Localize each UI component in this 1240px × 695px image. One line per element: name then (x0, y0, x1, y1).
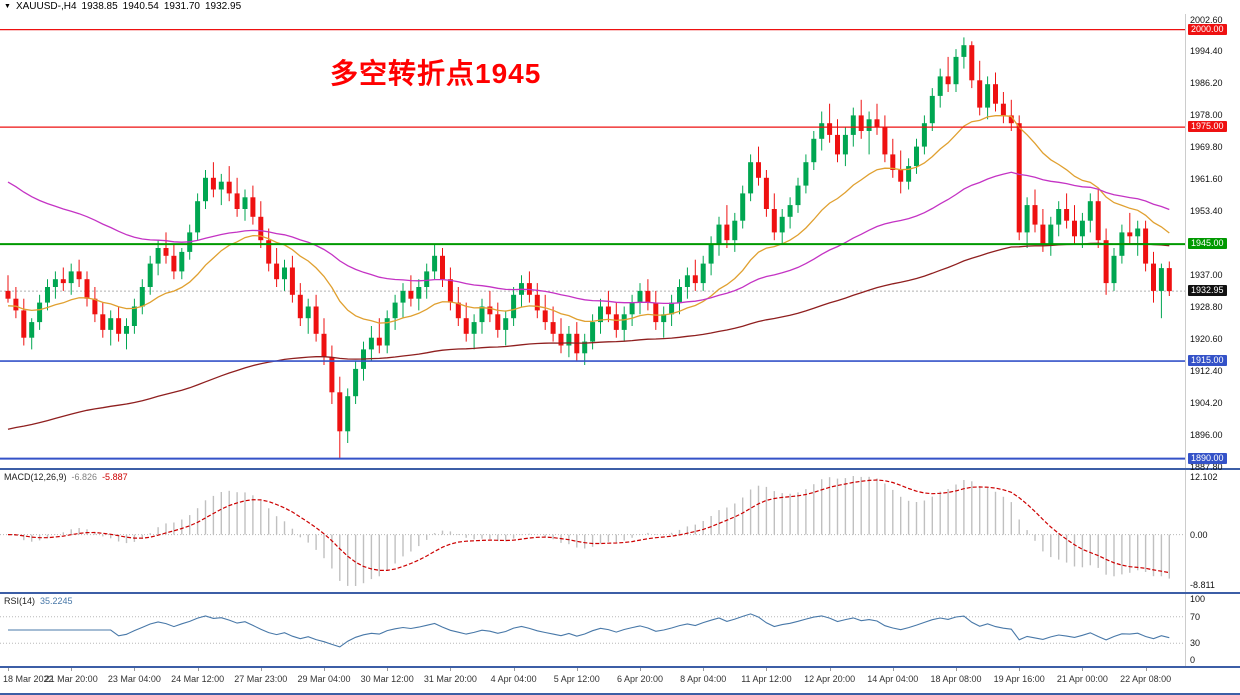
rsi-axis-label: 70 (1190, 611, 1201, 622)
price-axis-label: 1937.00 (1190, 270, 1223, 281)
time-axis-tick (8, 668, 9, 671)
time-axis-tick (1019, 668, 1021, 671)
price-axis-label: 1969.80 (1190, 142, 1223, 153)
macd-axis-label: 12.102 (1190, 472, 1218, 482)
window-border (0, 693, 1240, 695)
macd-panel[interactable]: MACD(12,26,9) -6.826 -5.887 12.102 0.00 -8.8… (0, 470, 1240, 592)
collapse-icon[interactable]: ▼ (4, 3, 11, 10)
time-axis-label: 11 Apr 12:00 (741, 674, 792, 684)
time-axis-tick (134, 668, 136, 671)
time-axis-label: 21 Mar 20:00 (44, 674, 98, 684)
price-line-label: 1890.00 (1188, 452, 1227, 464)
time-axis-tick (576, 668, 578, 671)
price-axis-label: 1904.20 (1190, 398, 1223, 409)
time-axis-label: 29 Mar 04:00 (297, 674, 351, 684)
time-axis-tick (829, 668, 831, 671)
rsi-axis: 100 70 30 0 (1186, 594, 1240, 666)
time-axis-tick (1082, 668, 1084, 671)
macd-value-main: -6.826 (71, 472, 98, 482)
macd-axis-label: -8.811 (1190, 580, 1215, 590)
time-axis-label: 21 Apr 00:00 (1056, 674, 1108, 684)
macd-axis: 12.102 0.00 -8.811 (1186, 470, 1240, 592)
time-axis-label: 27 Mar 23:00 (234, 674, 288, 684)
time-axis-tick (197, 668, 199, 671)
time-axis-label: 24 Mar 12:00 (171, 674, 225, 684)
time-axis-label: 31 Mar 20:00 (423, 674, 477, 684)
time-axis-tick (450, 668, 452, 671)
time-axis-label: 4 Apr 04:00 (490, 674, 537, 684)
time-axis-label: 12 Apr 20:00 (804, 674, 856, 684)
price-axis-label: 1978.00 (1190, 110, 1223, 121)
rsi-axis-label: 100 (1190, 594, 1206, 604)
time-axis-tick (766, 668, 768, 671)
price-axis-label: 1928.80 (1190, 302, 1223, 313)
time-axis-label: 5 Apr 12:00 (553, 674, 600, 684)
macd-chart[interactable] (0, 470, 1186, 592)
macd-header: MACD(12,26,9) -6.826 -5.887 (4, 472, 128, 482)
rsi-axis-label: 0 (1190, 655, 1196, 665)
time-axis-label: 6 Apr 20:00 (616, 674, 664, 684)
rsi-label: RSI(14) (4, 596, 36, 606)
price-chart-panel[interactable]: 多空转折点1945 2002.60 1994.40 1986.20 1978.00 19… (0, 14, 1240, 472)
price-axis-label: 2002.60 (1190, 14, 1223, 25)
annotation-text: 多空转折点1945 (330, 58, 542, 89)
ohlc-low: 1931.70 (163, 1, 200, 12)
time-axis-tick (513, 668, 515, 671)
current-price-label: 1932.95 (1188, 285, 1227, 297)
time-axis-label: 30 Mar 12:00 (360, 674, 414, 684)
time-axis-label: 14 Apr 04:00 (867, 674, 919, 684)
rsi-panel[interactable]: RSI(14) 35.2245 100 70 30 0 (0, 594, 1240, 666)
price-axis-label: 1986.20 (1190, 78, 1223, 89)
macd-value-signal: -5.887 (102, 472, 128, 482)
price-axis-label: 1912.40 (1190, 366, 1223, 377)
price-line-label: 2000.00 (1188, 23, 1227, 35)
price-axis-label: 1920.60 (1190, 334, 1223, 345)
time-axis-tick (1145, 668, 1147, 671)
chart-header: ▼ XAUUSD-,H4 1938.85 1940.54 1931.70 1932.95 (0, 0, 1240, 14)
time-axis-label: 23 Mar 04:00 (107, 674, 161, 684)
price-axis: 2002.60 1994.40 1986.20 1978.00 1969.80 1961.… (1186, 14, 1240, 472)
time-axis-tick (387, 668, 389, 671)
time-axis-tick (71, 668, 73, 671)
panel-separator[interactable] (0, 666, 1240, 668)
time-axis-tick (260, 668, 262, 671)
time-axis-tick (703, 668, 705, 671)
price-axis-label: 1896.00 (1190, 430, 1223, 441)
time-axis-tick (892, 668, 894, 671)
price-axis-label: 1887.80 (1190, 462, 1223, 473)
price-line-label: 1915.00 (1188, 355, 1227, 367)
time-axis-tick (956, 668, 957, 671)
time-axis-label: 8 Apr 04:00 (680, 674, 727, 684)
panel-separator[interactable] (0, 468, 1240, 470)
rsi-axis-label: 30 (1190, 638, 1201, 649)
macd-label: MACD(12,26,9) (4, 472, 67, 482)
rsi-value: 35.2245 (40, 596, 73, 606)
price-axis-label: 1961.60 (1190, 174, 1223, 185)
rsi-header: RSI(14) 35.2245 (4, 596, 73, 606)
macd-axis-label: 0.00 (1190, 529, 1208, 540)
panel-separator[interactable] (0, 592, 1240, 594)
time-axis-tick (324, 668, 325, 671)
price-line-label: 1975.00 (1188, 121, 1227, 133)
symbol-timeframe-label: XAUUSD-,H4 (15, 1, 77, 12)
price-axis-label: 1994.40 (1190, 46, 1223, 57)
price-line-label: 1945.00 (1188, 238, 1227, 250)
ohlc-close: 1932.95 (204, 1, 242, 12)
time-axis-label: 18 Apr 08:00 (930, 674, 982, 684)
time-axis-label: 19 Apr 16:00 (993, 674, 1045, 684)
time-axis-tick (640, 668, 641, 671)
rsi-chart[interactable] (0, 594, 1186, 666)
candlestick-chart[interactable] (0, 14, 1186, 468)
price-axis-label: 1953.40 (1190, 206, 1223, 217)
ohlc-high: 1940.54 (122, 1, 159, 12)
time-axis-label: 22 Apr 08:00 (1120, 674, 1172, 684)
time-axis: 18 Mar 2022 21 Mar 20:00 23 Mar 04:00 24 Ma… (0, 668, 1240, 693)
time-axis-label: 18 Mar 2022 (3, 674, 54, 684)
ohlc-open: 1938.85 (81, 1, 118, 12)
